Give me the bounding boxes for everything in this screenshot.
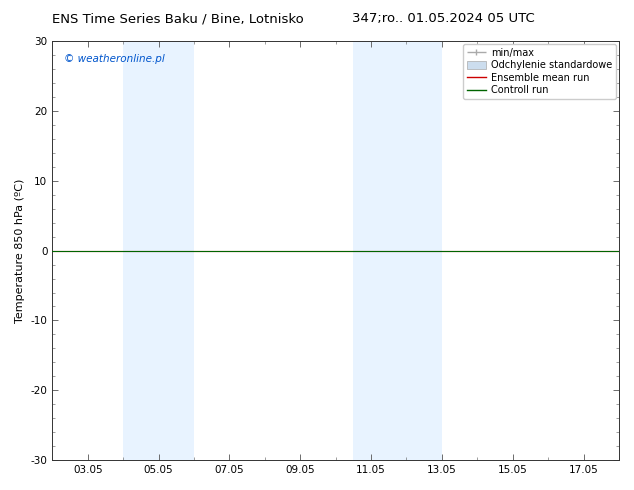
Bar bbox=[123, 41, 194, 460]
Bar bbox=[353, 41, 442, 460]
Text: 347;ro.. 01.05.2024 05 UTC: 347;ro.. 01.05.2024 05 UTC bbox=[353, 12, 535, 25]
Text: ENS Time Series Baku / Bine, Lotnisko: ENS Time Series Baku / Bine, Lotnisko bbox=[51, 12, 304, 25]
Text: © weatheronline.pl: © weatheronline.pl bbox=[63, 53, 164, 64]
Legend: min/max, Odchylenie standardowe, Ensemble mean run, Controll run: min/max, Odchylenie standardowe, Ensembl… bbox=[463, 44, 616, 99]
Y-axis label: Temperature 850 hPa (ºC): Temperature 850 hPa (ºC) bbox=[15, 178, 25, 323]
